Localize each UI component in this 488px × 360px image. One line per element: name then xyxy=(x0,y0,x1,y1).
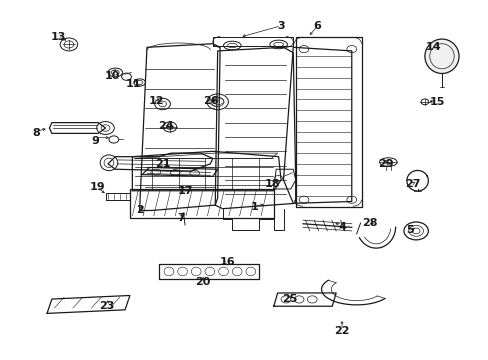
Text: 8: 8 xyxy=(32,129,40,138)
Text: 16: 16 xyxy=(219,257,235,267)
Text: 10: 10 xyxy=(105,71,120,81)
Text: 9: 9 xyxy=(92,136,100,145)
Text: 14: 14 xyxy=(425,42,441,52)
Text: 25: 25 xyxy=(281,294,296,304)
Text: 20: 20 xyxy=(195,277,210,287)
Text: 4: 4 xyxy=(337,222,345,231)
Text: 27: 27 xyxy=(404,179,420,189)
Text: 1: 1 xyxy=(250,202,258,212)
Text: 18: 18 xyxy=(264,179,280,189)
Text: 2: 2 xyxy=(136,206,143,216)
Text: 26: 26 xyxy=(203,96,219,106)
Text: 13: 13 xyxy=(50,32,66,41)
Text: 28: 28 xyxy=(362,218,377,228)
Text: 19: 19 xyxy=(89,182,105,192)
Text: 17: 17 xyxy=(177,186,192,196)
Text: 6: 6 xyxy=(313,21,321,31)
Text: 24: 24 xyxy=(157,121,173,131)
Text: 11: 11 xyxy=(125,79,141,89)
Text: 12: 12 xyxy=(149,96,164,106)
Text: 22: 22 xyxy=(334,326,349,336)
Text: 23: 23 xyxy=(99,301,115,311)
Text: 21: 21 xyxy=(155,159,170,169)
Text: 15: 15 xyxy=(428,97,444,107)
Text: 7: 7 xyxy=(177,213,184,222)
Text: 5: 5 xyxy=(406,225,413,235)
Text: 29: 29 xyxy=(377,159,393,169)
Text: 3: 3 xyxy=(277,21,285,31)
Ellipse shape xyxy=(424,39,458,73)
